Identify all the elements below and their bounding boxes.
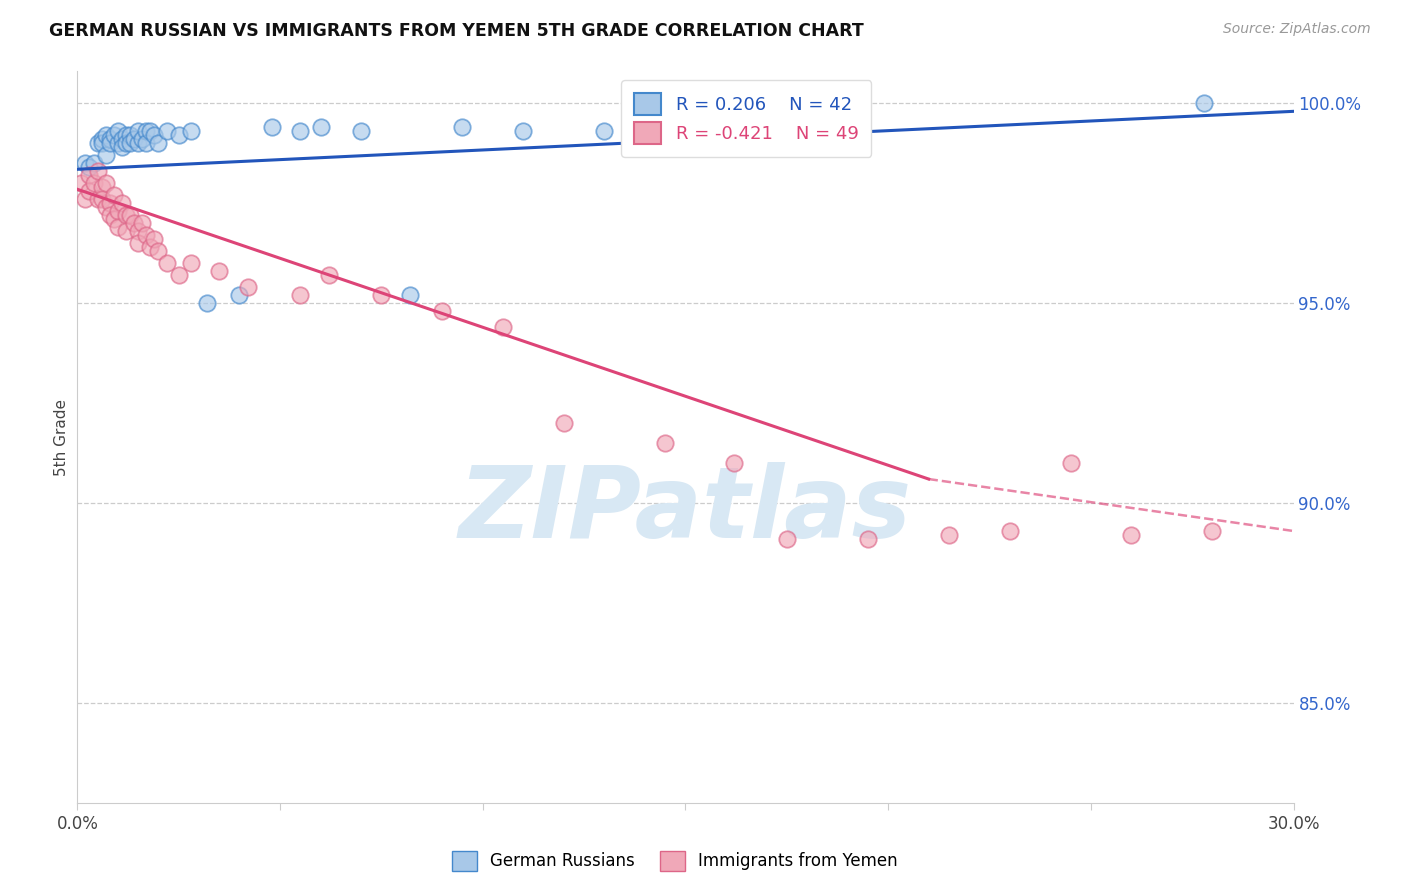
Point bbox=[139, 124, 162, 138]
Point bbox=[79, 161, 101, 175]
Point bbox=[107, 136, 129, 151]
Point bbox=[90, 192, 112, 206]
Point bbox=[86, 136, 108, 151]
Point bbox=[98, 136, 121, 151]
Point bbox=[155, 124, 177, 138]
Point bbox=[90, 180, 112, 194]
Point bbox=[143, 232, 166, 246]
Point bbox=[118, 208, 141, 222]
Point bbox=[127, 124, 149, 138]
Point bbox=[103, 188, 125, 202]
Point bbox=[107, 204, 129, 219]
Point bbox=[290, 288, 312, 302]
Point bbox=[370, 288, 392, 302]
Point bbox=[167, 268, 190, 283]
Point bbox=[127, 236, 149, 251]
Point bbox=[236, 280, 259, 294]
Point bbox=[1201, 524, 1223, 538]
Point bbox=[127, 136, 149, 151]
Point bbox=[318, 268, 340, 283]
Point bbox=[111, 140, 134, 154]
Point bbox=[107, 220, 129, 235]
Point bbox=[111, 196, 134, 211]
Point bbox=[111, 132, 134, 146]
Point bbox=[139, 240, 162, 254]
Point bbox=[938, 528, 960, 542]
Point bbox=[79, 184, 101, 198]
Point bbox=[75, 192, 97, 206]
Point bbox=[118, 136, 141, 151]
Point bbox=[135, 228, 157, 243]
Point bbox=[148, 244, 170, 259]
Point bbox=[90, 136, 112, 151]
Text: ZIPatlas: ZIPatlas bbox=[458, 462, 912, 558]
Point bbox=[553, 416, 575, 430]
Point bbox=[998, 524, 1021, 538]
Point bbox=[451, 120, 474, 135]
Point bbox=[260, 120, 283, 135]
Point bbox=[723, 456, 745, 470]
Point bbox=[776, 532, 799, 546]
Point bbox=[98, 132, 121, 146]
Point bbox=[115, 224, 138, 238]
Point bbox=[86, 192, 108, 206]
Point bbox=[90, 132, 112, 146]
Point bbox=[1121, 528, 1143, 542]
Point bbox=[398, 288, 420, 302]
Y-axis label: 5th Grade: 5th Grade bbox=[53, 399, 69, 475]
Point bbox=[103, 128, 125, 143]
Point bbox=[118, 128, 141, 143]
Point bbox=[167, 128, 190, 143]
Point bbox=[143, 128, 166, 143]
Point bbox=[195, 296, 218, 310]
Point bbox=[115, 136, 138, 151]
Point bbox=[654, 436, 676, 450]
Point bbox=[94, 128, 117, 143]
Point bbox=[432, 304, 454, 318]
Point bbox=[103, 212, 125, 227]
Point bbox=[512, 124, 534, 138]
Point bbox=[350, 124, 373, 138]
Point bbox=[131, 216, 153, 230]
Point bbox=[228, 288, 250, 302]
Legend: German Russians, Immigrants from Yemen: German Russians, Immigrants from Yemen bbox=[443, 842, 907, 880]
Point bbox=[98, 208, 121, 222]
Point bbox=[492, 320, 515, 334]
Point bbox=[115, 208, 138, 222]
Point bbox=[94, 148, 117, 162]
Point bbox=[107, 124, 129, 138]
Point bbox=[290, 124, 312, 138]
Point bbox=[180, 256, 202, 270]
Point bbox=[127, 224, 149, 238]
Point bbox=[1194, 96, 1216, 111]
Point bbox=[856, 532, 879, 546]
Text: Source: ZipAtlas.com: Source: ZipAtlas.com bbox=[1223, 22, 1371, 37]
Point bbox=[208, 264, 231, 278]
Point bbox=[309, 120, 332, 135]
Point bbox=[94, 176, 117, 190]
Point bbox=[135, 136, 157, 151]
Point bbox=[122, 216, 145, 230]
Point bbox=[94, 200, 117, 214]
Point bbox=[180, 124, 202, 138]
Point bbox=[70, 176, 93, 190]
Point bbox=[593, 124, 616, 138]
Point bbox=[131, 132, 153, 146]
Point bbox=[115, 128, 138, 143]
Point bbox=[83, 156, 105, 170]
Point bbox=[75, 156, 97, 170]
Point bbox=[155, 256, 177, 270]
Point bbox=[86, 164, 108, 178]
Point bbox=[1059, 456, 1081, 470]
Text: GERMAN RUSSIAN VS IMMIGRANTS FROM YEMEN 5TH GRADE CORRELATION CHART: GERMAN RUSSIAN VS IMMIGRANTS FROM YEMEN … bbox=[49, 22, 863, 40]
Point bbox=[79, 169, 101, 183]
Point bbox=[98, 196, 121, 211]
Point bbox=[135, 124, 157, 138]
Point bbox=[148, 136, 170, 151]
Point bbox=[122, 132, 145, 146]
Point bbox=[83, 176, 105, 190]
Legend: R = 0.206    N = 42, R = -0.421    N = 49: R = 0.206 N = 42, R = -0.421 N = 49 bbox=[621, 80, 872, 157]
